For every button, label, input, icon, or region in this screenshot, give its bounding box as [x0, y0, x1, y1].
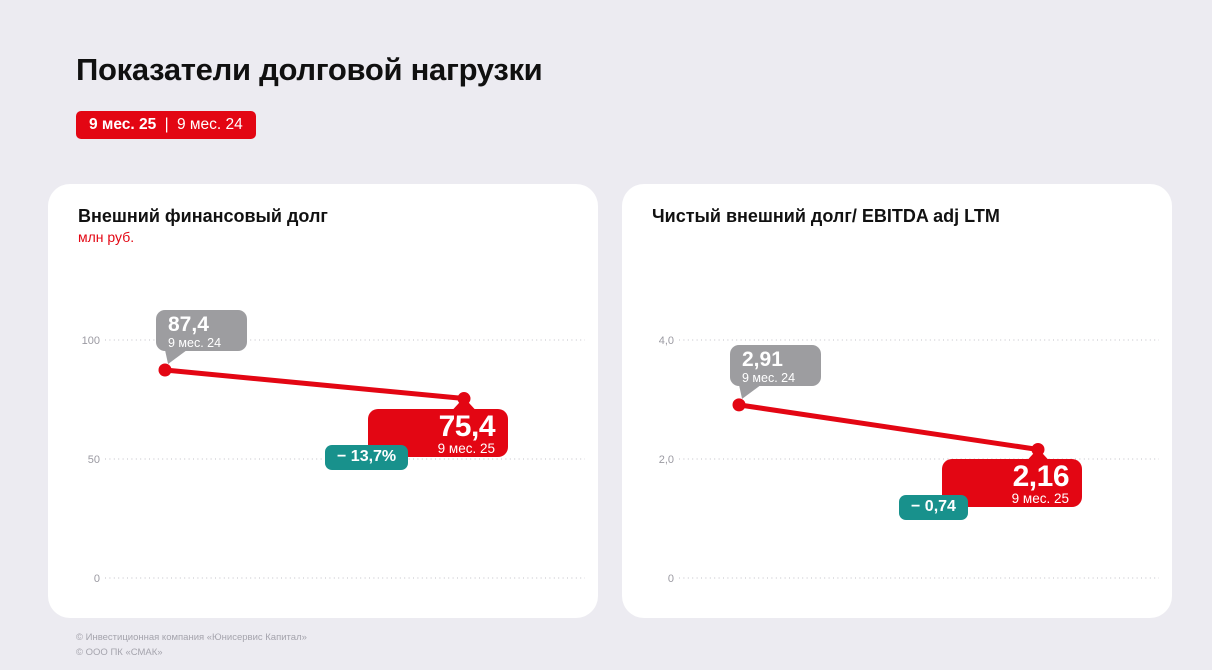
- y-tick-label: 50: [88, 454, 100, 466]
- line-chart-plot: 4,0 2,0 0: [659, 335, 1159, 585]
- line-chart-plot: 100 50 0: [82, 335, 585, 585]
- change-badge: − 0,74: [899, 495, 968, 521]
- charts-row: Внешний финансовый долг млн руб. 100 50 0 …: [48, 184, 1172, 618]
- badge-separator: |: [164, 116, 169, 133]
- chart-title: Чистый внешний долг/ EBITDA adj LTM: [652, 206, 1000, 226]
- previous-value-callout: 87,4 9 мес. 24: [156, 309, 247, 364]
- series-line: [162, 367, 467, 402]
- data-point: [732, 398, 746, 412]
- period-badge: 9 мес. 25 | 9 мес. 24: [76, 111, 256, 139]
- current-period-label: 9 мес. 25: [437, 440, 495, 456]
- series-line: [736, 402, 1041, 452]
- chart-card-net-debt-ebitda: Чистый внешний долг/ EBITDA adj LTM 4,0 2…: [622, 184, 1172, 618]
- y-tick-label: 2,0: [659, 454, 674, 466]
- current-period-label: 9 мес. 25: [1011, 491, 1069, 507]
- previous-value: 87,4: [168, 312, 209, 336]
- current-value: 75,4: [438, 409, 496, 443]
- badge-current-period: 9 мес. 25: [89, 116, 157, 133]
- footer-credit-company: © Инвестиционная компания «Юнисервис Кап…: [76, 632, 307, 643]
- y-tick-label: 0: [668, 573, 674, 585]
- change-badge: − 13,7%: [325, 444, 409, 470]
- page-title: Показатели долговой нагрузки: [76, 52, 543, 87]
- current-value: 2,16: [1012, 460, 1070, 494]
- y-tick-label: 0: [94, 573, 100, 585]
- y-tick-label: 100: [82, 335, 100, 347]
- previous-period-label: 9 мес. 24: [168, 335, 222, 350]
- footer-credit-issuer: © ООО ПК «СМАК»: [76, 647, 163, 658]
- badge-previous-period: 9 мес. 24: [176, 116, 243, 133]
- chart-card-external-debt: Внешний финансовый долг млн руб. 100 50 0 …: [48, 184, 598, 618]
- previous-period-label: 9 мес. 24: [742, 370, 796, 385]
- chart-title: Внешний финансовый долг: [78, 206, 328, 226]
- y-tick-label: 4,0: [659, 335, 674, 347]
- previous-value: 2,91: [742, 347, 783, 371]
- chart-unit-label: млн руб.: [78, 229, 135, 245]
- page-footer: © Инвестиционная компания «Юнисервис Кап…: [76, 630, 307, 660]
- previous-value-callout: 2,91 9 мес. 24: [730, 344, 821, 399]
- data-point: [158, 363, 172, 377]
